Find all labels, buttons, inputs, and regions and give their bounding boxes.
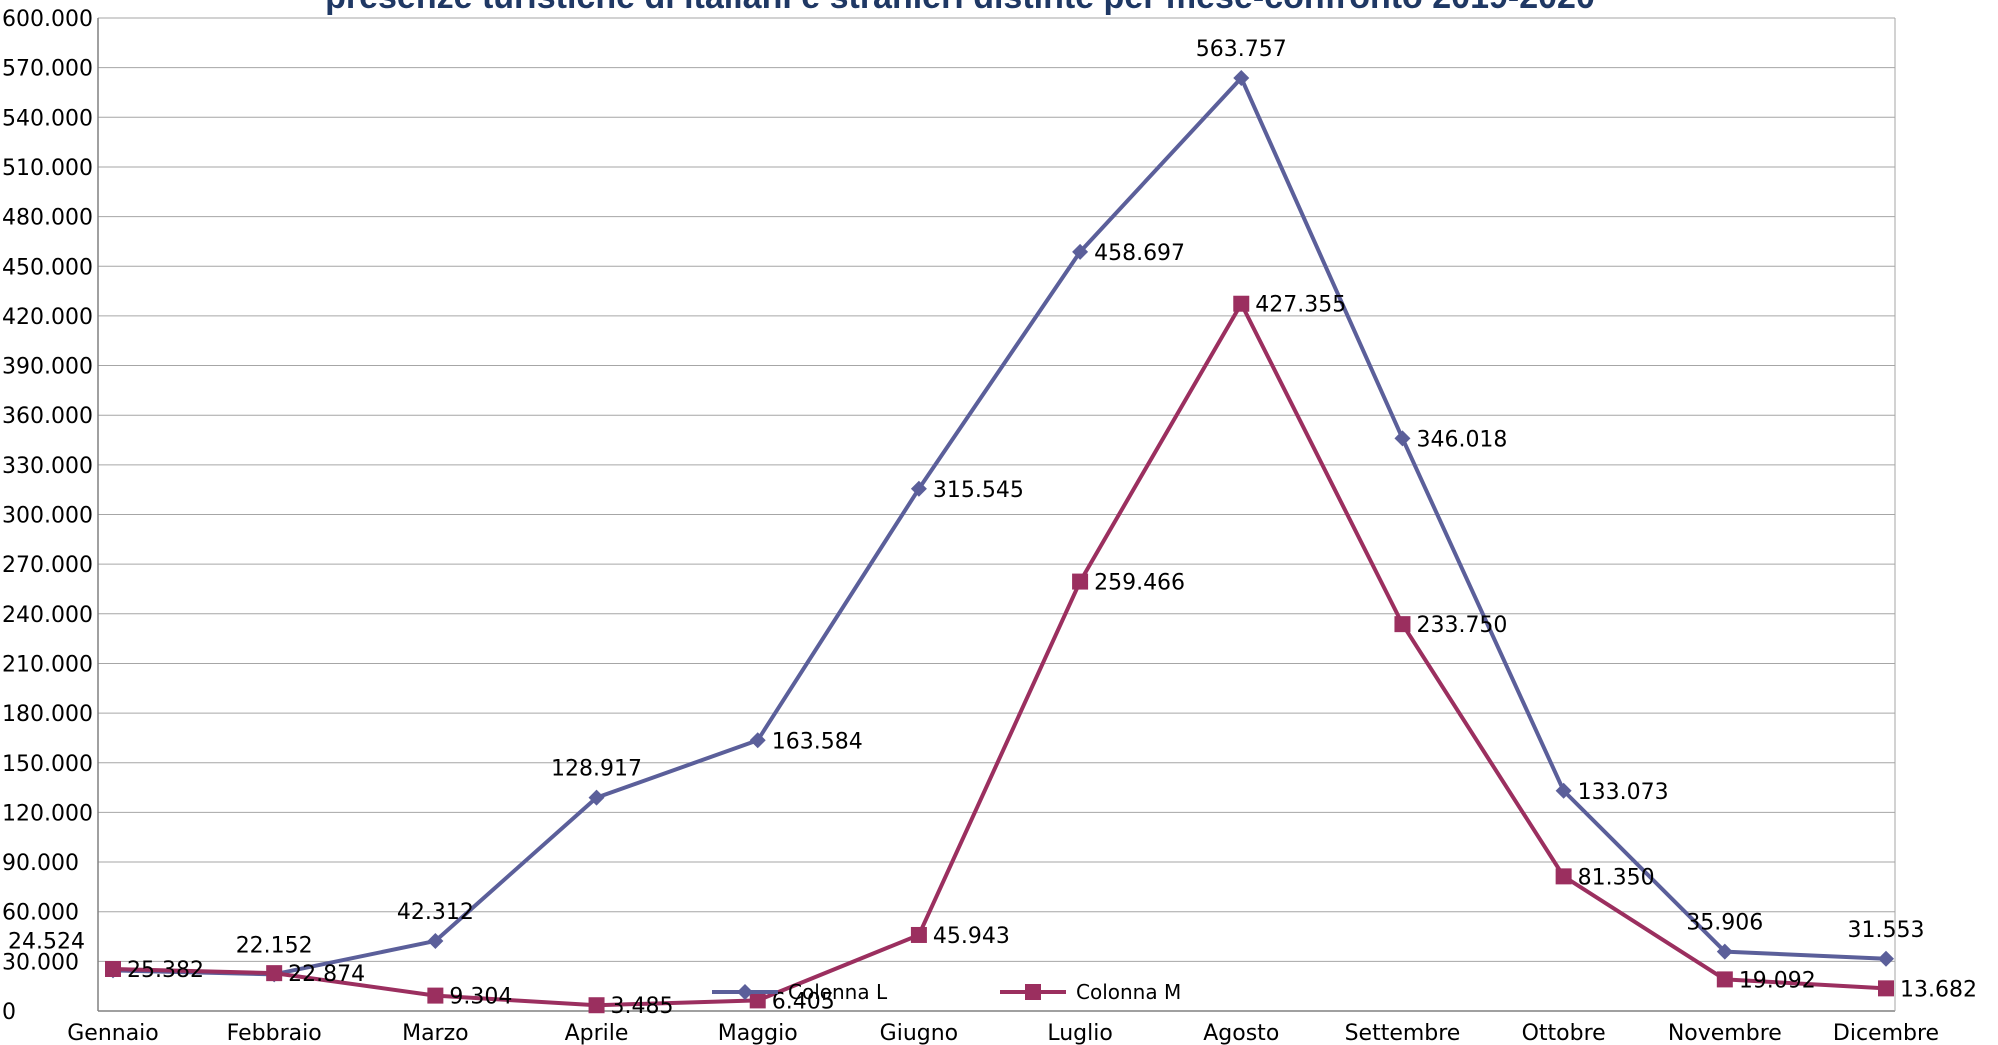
data-point-square (105, 960, 121, 977)
data-label: 31.553 (1848, 918, 1925, 943)
x-tick-label: Agosto (1203, 1021, 1279, 1045)
x-tick-label: Luglio (1047, 1021, 1112, 1045)
y-tick-label: 90.000 (2, 851, 79, 876)
x-tick-label: Aprile (565, 1021, 629, 1045)
data-label: 163.584 (772, 729, 863, 754)
y-tick-label: 600.000 (2, 7, 93, 32)
y-tick-label: 210.000 (2, 652, 93, 677)
y-tick-label: 180.000 (2, 702, 93, 727)
legend-marker-diamond (737, 984, 753, 1000)
data-point-diamond (1716, 943, 1733, 960)
y-tick-label: 0 (2, 1000, 16, 1025)
data-label: 22.152 (236, 933, 313, 958)
data-label: 13.682 (1900, 977, 1977, 1002)
x-tick-label: Marzo (402, 1021, 469, 1045)
data-point-diamond (1394, 430, 1411, 447)
x-tick-label: Maggio (718, 1021, 798, 1045)
data-point-square (910, 926, 927, 943)
data-point-square (588, 997, 605, 1014)
chart-title: presenze turistiche di italiani e strani… (325, 0, 1595, 16)
data-point-square (1072, 573, 1089, 590)
x-tick-label: Novembre (1668, 1021, 1782, 1045)
data-labels: 24.524 22.152 42.312 128.917 163.584 315.545 4… (8, 37, 1977, 1019)
y-tick-label: 300.000 (2, 504, 93, 529)
y-tick-label: 60.000 (2, 901, 79, 926)
x-tick-label: Gennaio (67, 1021, 159, 1045)
data-label: 25.382 (127, 958, 204, 983)
data-point-square (427, 987, 444, 1004)
y-tick-label: 540.000 (2, 106, 93, 131)
x-tick-label: Febbraio (227, 1021, 322, 1045)
data-point-diamond (1072, 243, 1089, 260)
data-label: 22.874 (288, 962, 365, 987)
data-label: 6.405 (772, 989, 835, 1014)
data-point-square (1716, 971, 1733, 988)
data-point-square (1555, 868, 1572, 885)
legend-label: Colonna M (1076, 980, 1181, 1004)
y-axis-ticks: 0 30.000 60.000 90.000 120.000 150.000 180.000… (2, 7, 93, 1025)
x-axis-ticks: Gennaio Febbraio Marzo Aprile Maggio Giugno Lu… (67, 1021, 1939, 1045)
x-tick-label: Ottobre (1522, 1021, 1606, 1045)
data-label: 35.906 (1686, 911, 1763, 936)
data-point-diamond (1878, 950, 1894, 967)
series-group (105, 69, 1894, 1014)
y-tick-label: 510.000 (2, 156, 93, 181)
y-tick-label: 390.000 (2, 355, 93, 380)
y-tick-label: 120.000 (2, 801, 93, 826)
y-tick-label: 30.000 (2, 950, 79, 975)
series-line-colonna-l (112, 75, 1887, 977)
data-label: 3.485 (611, 994, 674, 1019)
data-point-square (1233, 295, 1250, 312)
data-point-diamond (588, 789, 605, 806)
y-tick-label: 330.000 (2, 454, 93, 479)
data-label: 133.073 (1578, 780, 1669, 805)
y-tick-label: 450.000 (2, 255, 93, 280)
data-label: 19.092 (1739, 968, 1816, 993)
data-point-diamond (427, 932, 444, 949)
y-tick-label: 420.000 (2, 305, 93, 330)
legend: Colonna L Colonna M (712, 980, 1181, 1004)
x-tick-label: Dicembre (1833, 1021, 1939, 1045)
series-line-colonna-m (112, 301, 1887, 1008)
y-tick-label: 360.000 (2, 404, 93, 429)
data-label: 563.757 (1196, 37, 1287, 62)
data-label: 42.312 (397, 900, 474, 925)
data-label: 346.018 (1416, 427, 1507, 452)
data-label: 315.545 (933, 478, 1024, 503)
data-label: 128.917 (551, 757, 642, 782)
data-point-diamond (749, 732, 766, 749)
data-label: 24.524 (8, 929, 85, 954)
data-label: 427.355 (1255, 293, 1346, 318)
data-point-square (749, 992, 766, 1009)
data-point-square (266, 965, 283, 982)
data-point-diamond (1233, 69, 1250, 86)
y-tick-label: 480.000 (2, 206, 93, 231)
legend-label: Colonna L (788, 980, 888, 1004)
x-tick-label: Settembre (1345, 1021, 1461, 1045)
gridlines (97, 17, 1896, 1012)
data-label: 81.350 (1578, 865, 1655, 890)
legend-marker-square (1025, 984, 1041, 1000)
y-tick-label: 570.000 (2, 57, 93, 82)
y-tick-label: 150.000 (2, 752, 93, 777)
data-label: 45.943 (933, 924, 1010, 949)
data-point-square (1878, 980, 1894, 997)
data-label: 233.750 (1416, 613, 1507, 638)
data-point-square (1394, 616, 1411, 633)
y-tick-label: 240.000 (2, 603, 93, 628)
data-label: 458.697 (1094, 241, 1185, 266)
data-point-diamond (910, 480, 927, 497)
data-label: 9.304 (449, 985, 512, 1010)
x-tick-label: Giugno (880, 1021, 958, 1045)
data-label: 259.466 (1094, 571, 1185, 596)
data-point-diamond (1555, 782, 1572, 799)
y-tick-label: 270.000 (2, 553, 93, 578)
